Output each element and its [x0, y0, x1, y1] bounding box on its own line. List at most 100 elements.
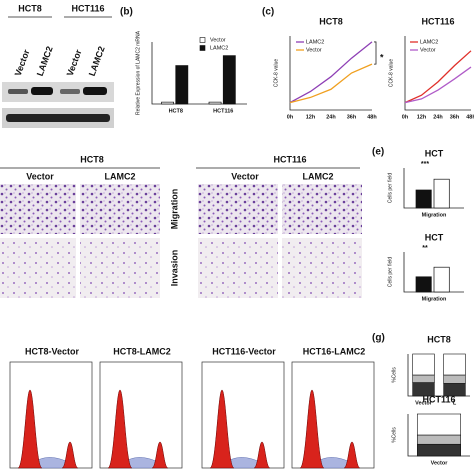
bar-segment — [416, 413, 461, 436]
legend-swatch — [199, 37, 206, 43]
column-label: Vector — [26, 171, 54, 181]
y-axis-label: CCK-8 value — [273, 59, 279, 88]
panel-label: (e) — [372, 147, 384, 158]
line — [289, 41, 373, 104]
legend-label: Vector — [306, 47, 322, 53]
x-tick-label: 0h — [402, 114, 409, 120]
bar-segment — [443, 374, 466, 384]
blot-lane: LAMC2 — [87, 45, 107, 78]
micrograph — [198, 238, 278, 298]
row-label: Migration — [169, 189, 179, 230]
x-tick-label: Vector — [415, 400, 433, 406]
bar — [415, 189, 432, 209]
blot-band — [8, 89, 28, 94]
x-tick-label: HCT116 — [213, 108, 233, 114]
x-tick-label: Migration — [422, 296, 447, 302]
y-axis-label: %Cells — [391, 427, 397, 443]
blot-cell-line: HCT116 — [71, 3, 104, 13]
row-label: Invasion — [169, 250, 179, 287]
chart-title: HCT116 — [422, 394, 455, 404]
cell-line-header: HCT8 — [80, 154, 104, 164]
column-label: LAMC2 — [303, 171, 334, 181]
y-axis-label: Relative Expression of LAMC2 mRNA — [135, 30, 141, 115]
bar — [433, 178, 450, 209]
legend-swatch — [199, 45, 206, 51]
x-tick-label: 36h — [347, 114, 357, 120]
bar-segment — [412, 353, 435, 376]
chart-title: HCT8 — [319, 16, 343, 26]
panel-label: (b) — [120, 7, 133, 18]
blot-lane: Vector — [13, 48, 32, 78]
histogram-title: HCT8-Vector — [25, 346, 80, 356]
y-axis-label: Cells per field — [387, 173, 393, 204]
cell-line-header: HCT116 — [273, 154, 306, 164]
significance: ** — [422, 245, 428, 252]
bar-segment — [412, 374, 435, 383]
bracket — [374, 41, 377, 65]
micrograph — [80, 184, 160, 234]
histogram-g2-peak — [253, 441, 271, 469]
histogram-title: HCT8-LAMC2 — [113, 346, 171, 356]
x-tick-label: 0h — [287, 114, 294, 120]
histogram-g2-peak — [343, 441, 361, 469]
bar — [175, 65, 189, 105]
x-tick-label: Migration — [422, 212, 447, 218]
axis — [289, 36, 372, 111]
micrograph — [198, 184, 278, 234]
x-tick-label: HCT8 — [169, 108, 183, 114]
axis — [404, 36, 471, 111]
column-label: LAMC2 — [105, 171, 136, 181]
x-tick-label: L — [453, 400, 457, 406]
x-tick-label: 36h — [450, 114, 460, 120]
micrograph — [282, 184, 362, 234]
micrograph — [80, 238, 160, 298]
significance: *** — [421, 161, 429, 168]
legend-label: Vector — [420, 47, 436, 53]
panel-label: (c) — [262, 7, 274, 18]
blot-band — [60, 89, 80, 94]
column-label: Vector — [231, 171, 259, 181]
histogram-g1-peak — [107, 389, 133, 469]
blot-band — [6, 114, 110, 122]
histogram-title: HCT16-LAMC2 — [303, 346, 366, 356]
bar-segment — [416, 443, 461, 457]
histogram-g2-peak — [61, 441, 79, 469]
bar — [415, 276, 432, 293]
bar-segment — [443, 353, 466, 376]
x-tick-label: Vector — [431, 460, 449, 466]
bar — [208, 101, 222, 105]
chart-title: HCT116 — [421, 16, 454, 26]
chart-title: HCT8 — [427, 334, 451, 344]
legend-label: LAMC2 — [210, 45, 228, 51]
histogram-g1-peak — [209, 389, 235, 469]
line — [289, 63, 373, 104]
blot-band — [31, 87, 53, 95]
significance: * — [380, 53, 384, 63]
blot-lane: Vector — [65, 48, 84, 78]
histogram-title: HCT116-Vector — [212, 346, 276, 356]
line — [404, 66, 472, 104]
y-axis-label: Cells per field — [387, 257, 393, 288]
bar — [161, 101, 174, 105]
line — [404, 50, 472, 104]
blot-lane: LAMC2 — [35, 45, 55, 78]
legend-label: LAMC2 — [420, 39, 438, 45]
legend-label: LAMC2 — [306, 39, 324, 45]
x-tick-label: 48h — [466, 114, 474, 120]
chart-title: HCT — [425, 148, 444, 158]
micrograph — [0, 238, 76, 298]
bar-segment — [416, 434, 461, 445]
micrograph — [0, 184, 76, 234]
blot-band — [83, 87, 107, 95]
x-tick-label: 12h — [417, 114, 427, 120]
histogram-g1-peak — [17, 389, 43, 469]
histogram-g2-peak — [151, 441, 169, 469]
chart-title: HCT — [425, 232, 444, 242]
y-axis-label: %Cells — [391, 367, 397, 383]
legend-label: Vector — [210, 37, 226, 43]
x-tick-label: 48h — [367, 114, 377, 120]
bar — [433, 266, 450, 293]
x-tick-label: 12h — [306, 114, 316, 120]
bar — [222, 55, 236, 105]
